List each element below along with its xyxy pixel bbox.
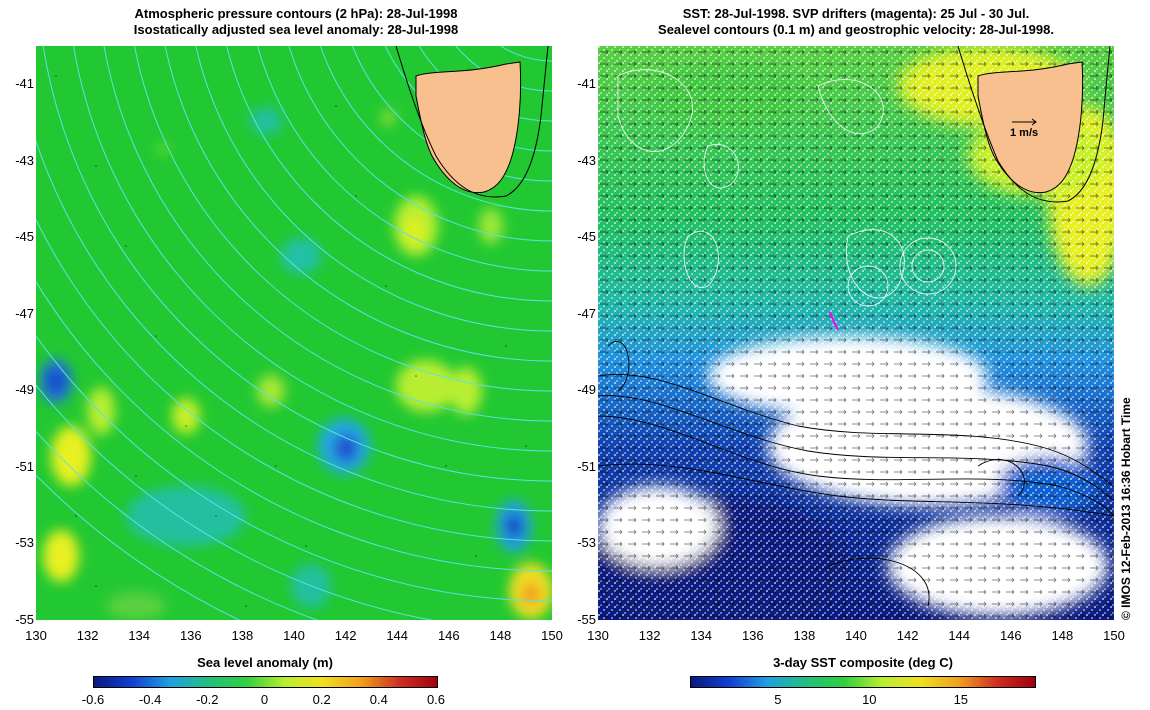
- right-x-tick-label: 150: [1103, 628, 1125, 643]
- right-x-tick-label: 134: [690, 628, 713, 643]
- right-x-tick-label: 148: [1051, 628, 1074, 643]
- sea-level-colorbar-tick: -0.2: [196, 692, 219, 707]
- left-y-tick-label: -51: [15, 458, 34, 474]
- left-x-tick-label: 136: [179, 628, 202, 643]
- right-x-tick-label: 140: [845, 628, 867, 643]
- left-x-tick-label: 132: [76, 628, 99, 643]
- left-map-title: Atmospheric pressure contours (2 hPa): 2…: [36, 6, 556, 38]
- right-x-tick-label: 138: [793, 628, 816, 643]
- left-title-line1: Atmospheric pressure contours (2 hPa): 2…: [134, 6, 458, 21]
- left-x-tick-label: 146: [437, 628, 460, 643]
- right-y-tick-label: -53: [577, 535, 596, 551]
- right-x-tick-label: 142: [896, 628, 919, 643]
- sea-level-colorbar-tick: 0.2: [312, 692, 331, 707]
- left-colorbar-title: Sea level anomaly (m): [197, 655, 333, 670]
- right-map-title: SST: 28-Jul-1998. SVP drifters (magenta)…: [596, 6, 1116, 38]
- sea-level-anomaly-map: [36, 46, 552, 620]
- right-x-tick-label: 144: [948, 628, 971, 643]
- left-x-tick-label: 150: [541, 628, 563, 643]
- left-x-tick-label: 144: [386, 628, 409, 643]
- left-x-tick-label: 140: [283, 628, 305, 643]
- left-x-tick-label: 130: [25, 628, 47, 643]
- right-y-tick-label: -55: [577, 612, 596, 627]
- left-y-tick-label: -49: [15, 382, 34, 398]
- sst-colorbar: [690, 676, 1036, 688]
- sea-level-colorbar-tick: -0.6: [81, 692, 105, 707]
- right-y-tick-label: -41: [577, 76, 596, 92]
- right-title-line1: SST: 28-Jul-1998. SVP drifters (magenta)…: [682, 6, 1030, 21]
- credit-text: © IMOS 12-Feb-2013 16:36 Hobart Time: [1119, 397, 1133, 620]
- left-x-tick-label: 148: [489, 628, 512, 643]
- tasmania-landmass: [395, 46, 549, 198]
- left-y-tick-label: -45: [15, 229, 34, 245]
- sealevel-contours-dark: [598, 340, 1114, 607]
- tasmania-landmass-sst: [957, 46, 1111, 203]
- left-y-tick-label: -41: [15, 76, 34, 92]
- sea-level-colorbar-tick: -0.4: [138, 692, 162, 707]
- velocity-scale-arrow: [1012, 118, 1037, 126]
- right-title-line2: Sealevel contours (0.1 m) and geostrophi…: [658, 22, 1054, 37]
- left-y-tick-label: -43: [15, 152, 34, 168]
- along-track-dots: [55, 75, 527, 607]
- right-y-tick-label: -45: [577, 229, 596, 245]
- right-x-tick-label: 136: [741, 628, 764, 643]
- sst-colorbar-tick: 15: [953, 692, 969, 707]
- sla-anomaly-blobs: [40, 107, 552, 620]
- sea-level-colorbar-tick: 0.4: [369, 692, 388, 707]
- left-y-tick-label: -47: [15, 305, 34, 321]
- right-colorbar-title: 3-day SST composite (deg C): [773, 655, 953, 670]
- sealevel-contours-light: [617, 69, 957, 307]
- sea-level-colorbar: [93, 676, 438, 688]
- sst-colorbar-tick: 10: [862, 692, 877, 707]
- right-y-tick-label: -43: [577, 152, 596, 168]
- sst-colorbar-tick: 5: [774, 692, 782, 707]
- left-x-tick-label: 138: [231, 628, 254, 643]
- left-x-tick-label: 142: [334, 628, 357, 643]
- velocity-scale-label: 1 m/s: [1010, 127, 1038, 139]
- right-x-tick-label: 146: [999, 628, 1022, 643]
- right-y-tick-label: -47: [577, 305, 596, 321]
- left-y-tick-label: -55: [15, 612, 34, 627]
- svp-drifter-track: [829, 311, 839, 331]
- left-y-tick-label: -53: [15, 535, 34, 551]
- left-title-line2: Isostatically adjusted sea level anomaly…: [133, 22, 459, 37]
- right-x-tick-label: 132: [638, 628, 661, 643]
- right-y-tick-label: -49: [577, 382, 596, 398]
- sea-level-colorbar-tick: 0.6: [426, 692, 446, 707]
- left-x-tick-label: 134: [128, 628, 151, 643]
- sst-composite-map: 1 m/s: [598, 46, 1114, 620]
- sea-level-colorbar-tick: 0: [260, 692, 269, 707]
- right-y-tick-label: -51: [577, 458, 596, 474]
- right-x-tick-label: 130: [587, 628, 609, 643]
